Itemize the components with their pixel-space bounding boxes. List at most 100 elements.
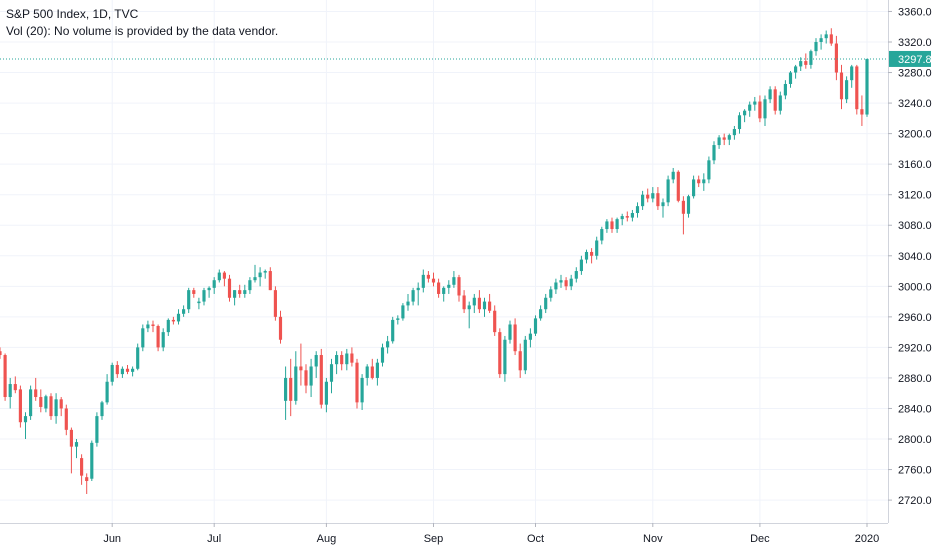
candle-118 — [600, 226, 604, 245]
candle-body — [860, 109, 864, 115]
candle-body — [125, 368, 130, 372]
candle-58 — [294, 351, 298, 405]
price-tick-label: 2960.0 — [898, 312, 932, 324]
time-tick-label-2020: 2020 — [855, 533, 879, 545]
candle-46 — [233, 290, 237, 306]
candle-body — [804, 61, 808, 65]
candle-body — [151, 324, 155, 327]
candle-body — [212, 280, 216, 288]
candle-body — [513, 324, 517, 352]
candle-28 — [141, 324, 145, 352]
candle-body — [284, 377, 288, 401]
candle-163 — [829, 28, 833, 46]
candle-98 — [498, 328, 502, 378]
candle-158 — [804, 53, 808, 69]
candle-body — [508, 324, 512, 340]
candle-22 — [110, 362, 114, 386]
candle-body — [18, 389, 22, 423]
candle-138 — [702, 173, 706, 191]
candle-body — [671, 171, 675, 180]
candle-151 — [768, 86, 772, 104]
candle-body — [865, 58, 869, 115]
candle-142 — [722, 133, 726, 146]
candle-150 — [763, 95, 767, 126]
candle-165 — [839, 64, 844, 110]
candle-body — [105, 381, 109, 403]
candle-117 — [595, 236, 599, 260]
candle-45 — [227, 274, 232, 302]
candle-66 — [335, 351, 339, 375]
candle-body — [350, 353, 354, 363]
price-tick-label: 3320.0 — [898, 37, 932, 49]
candle-body — [253, 277, 257, 281]
candle-body — [197, 301, 201, 304]
candle-body — [799, 61, 803, 67]
candle-body — [131, 368, 135, 372]
time-tick-label-jul: Jul — [207, 533, 221, 545]
candle-body — [732, 129, 736, 136]
candle-39 — [197, 297, 201, 310]
candle-38 — [192, 287, 196, 298]
candle-body — [686, 196, 691, 214]
candle-body — [651, 193, 655, 199]
time-axis[interactable]: JunJulAugSepOctNovDec2020Feb — [0, 523, 932, 545]
candle-53 — [268, 267, 272, 291]
candle-body — [559, 280, 563, 283]
candle-body — [829, 34, 833, 44]
candle-body — [294, 366, 298, 401]
candle-162 — [824, 30, 828, 44]
candle-body — [743, 110, 747, 116]
candle-body — [248, 280, 252, 291]
candle-87 — [442, 286, 446, 302]
price-axis[interactable]: 2720.0 2760.0 2800.0 2840.0 2880.0 2920.0 2960… — [888, 0, 932, 550]
candle-body — [549, 289, 553, 298]
candle-129 — [656, 187, 660, 210]
candle-body — [845, 80, 849, 100]
candle-body — [477, 297, 481, 310]
candle-75 — [380, 343, 385, 367]
candle-18 — [90, 440, 94, 482]
candle-body — [222, 272, 226, 279]
symbol-title[interactable]: S&P 500 Index, 1D, TVC — [6, 7, 139, 21]
candle-body — [850, 66, 854, 81]
candle-body — [85, 477, 89, 482]
last-price-label: 3297.8 — [898, 54, 932, 66]
price-tick-label: 3240.0 — [898, 98, 932, 110]
candle-29 — [146, 320, 150, 333]
candle-89 — [452, 271, 456, 288]
candle-body — [462, 295, 466, 310]
candle-body — [324, 381, 328, 405]
candle-20 — [100, 400, 104, 420]
candle-115 — [584, 249, 589, 264]
candle-body — [523, 339, 527, 371]
candle-body — [365, 366, 369, 378]
candle-body — [80, 458, 84, 476]
candle-body — [676, 171, 680, 201]
candle-7 — [34, 377, 38, 401]
candle-body — [692, 179, 696, 197]
candle-148 — [753, 96, 757, 111]
candle-body — [707, 160, 711, 180]
candle-13 — [64, 404, 68, 436]
candle-74 — [375, 358, 379, 386]
candle-body — [319, 355, 323, 405]
price-tick-label: 3080.0 — [898, 220, 932, 232]
candle-88 — [447, 280, 451, 294]
candle-59 — [299, 343, 303, 386]
candle-body — [391, 319, 395, 342]
candle-body — [278, 316, 283, 340]
candle-160 — [814, 38, 818, 56]
price-tick-label: 3160.0 — [898, 159, 932, 171]
candle-43 — [217, 269, 221, 283]
candle-body — [110, 364, 114, 382]
candle-body — [727, 135, 731, 140]
candle-69 — [350, 347, 354, 367]
candle-61 — [309, 358, 313, 398]
candle-103 — [523, 335, 527, 375]
candle-85 — [431, 272, 436, 287]
candle-137 — [697, 175, 701, 188]
candle-44 — [222, 271, 226, 287]
candle-body — [595, 240, 599, 256]
candle-body — [702, 179, 706, 184]
